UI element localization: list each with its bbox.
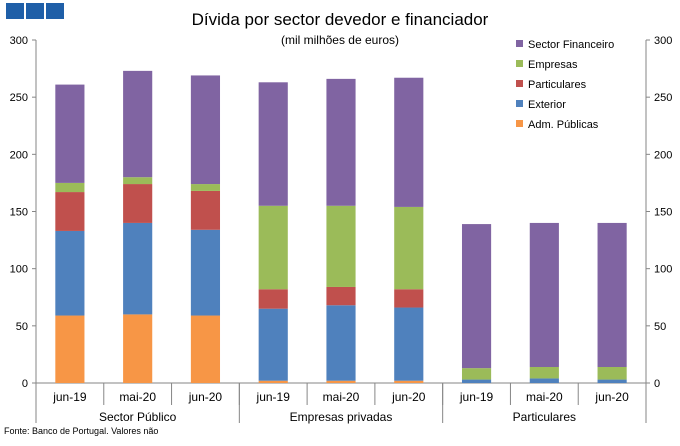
y-tick-label-left: 200: [10, 149, 28, 161]
bar-segment-empresas: [461, 368, 492, 380]
legend-swatch-adm-p-blicas: [516, 120, 523, 127]
bar-segment-empresas: [190, 184, 221, 191]
bar-segment-empresas: [529, 366, 559, 379]
y-tick-label-right: 200: [654, 149, 672, 161]
bar-segment-exterior: [258, 308, 288, 381]
banco-de-portugal-logo: [6, 3, 64, 19]
bar-segment-sector-financeiro: [123, 70, 153, 178]
bar-segment-exterior: [123, 222, 153, 315]
y-tick-label-left: 50: [16, 321, 28, 333]
y-tick-label-right: 100: [654, 264, 672, 276]
legend-label-sector-financeiro: Sector Financeiro: [528, 39, 614, 51]
bar-segment-empresas: [55, 182, 85, 193]
bar-segment-sector-financeiro: [394, 77, 424, 207]
bar-segment-particulares: [258, 289, 288, 309]
bar-segment-empresas: [123, 177, 153, 185]
bar-segment-adm-p-blicas: [55, 315, 85, 383]
bar-segment-sector-financeiro: [529, 222, 559, 367]
y-tick-label-left: 150: [10, 207, 28, 219]
y-tick-label-left: 250: [10, 92, 28, 104]
legend-swatch-sector-financeiro: [516, 40, 523, 47]
y-tick-label-right: 50: [654, 321, 666, 333]
bar-segment-adm-p-blicas: [258, 380, 288, 383]
bar-segment-sector-financeiro: [461, 224, 492, 369]
bar-segment-exterior: [55, 230, 85, 316]
y-tick-label-left: 300: [10, 35, 28, 47]
bar-segment-exterior: [597, 379, 627, 383]
x-tick-label: jun-20: [391, 390, 426, 404]
y-tick-label-right: 150: [654, 207, 672, 219]
logo-square-1: [6, 3, 24, 19]
bar-segment-sector-financeiro: [326, 78, 356, 206]
y-tick-label-left: 100: [10, 264, 28, 276]
bar-segment-sector-financeiro: [258, 82, 288, 206]
bar-segment-particulares: [394, 289, 424, 308]
source-note: Fonte: Banco de Portugal. Valores não: [4, 426, 159, 436]
legend-label-exterior: Exterior: [528, 99, 566, 111]
x-tick-label: jun-19: [459, 390, 494, 404]
bar-segment-sector-financeiro: [597, 222, 627, 367]
bar-segment-empresas: [258, 205, 288, 290]
bar-segment-exterior: [394, 307, 424, 381]
legend-label-particulares: Particulares: [528, 79, 587, 91]
bar-segment-adm-p-blicas: [123, 314, 153, 383]
logo-square-3: [46, 3, 64, 19]
bar-segment-particulares: [123, 184, 153, 223]
x-tick-label: jun-19: [256, 390, 291, 404]
group-label: Sector Público: [99, 410, 177, 424]
x-tick-label: jun-19: [52, 390, 87, 404]
bar-segment-empresas: [326, 205, 356, 287]
x-tick-label: mai-20: [323, 390, 360, 404]
legend-label-adm-p-blicas: Adm. Públicas: [528, 119, 599, 131]
bar-segment-sector-financeiro: [55, 84, 85, 183]
y-tick-label-right: 0: [654, 378, 660, 390]
bar-segment-sector-financeiro: [190, 75, 221, 185]
bar-segment-empresas: [394, 206, 424, 290]
bar-segment-adm-p-blicas: [394, 380, 424, 383]
y-tick-label-right: 300: [654, 35, 672, 47]
bar-segment-exterior: [529, 378, 559, 383]
legend-label-empresas: Empresas: [528, 59, 578, 71]
bar-segment-empresas: [597, 366, 627, 380]
bar-segment-exterior: [326, 305, 356, 381]
bar-segment-exterior: [461, 379, 492, 383]
x-tick-label: jun-20: [594, 390, 629, 404]
y-tick-label-right: 250: [654, 92, 672, 104]
bar-segment-particulares: [326, 286, 356, 306]
chart-title: Dívida por sector devedor e financiador: [191, 10, 489, 29]
bar-segment-particulares: [55, 192, 85, 231]
x-tick-label: mai-20: [119, 390, 156, 404]
bar-segment-exterior: [190, 229, 221, 316]
y-tick-label-left: 0: [22, 378, 28, 390]
group-label: Empresas privadas: [290, 410, 393, 424]
legend-swatch-exterior: [516, 100, 523, 107]
chart-subtitle: (mil milhões de euros): [280, 33, 400, 47]
bar-segment-particulares: [190, 190, 221, 230]
x-tick-label: mai-20: [526, 390, 563, 404]
x-tick-label: jun-20: [188, 390, 223, 404]
legend-swatch-empresas: [516, 60, 523, 67]
legend-swatch-particulares: [516, 80, 523, 87]
group-label: Particulares: [513, 410, 576, 424]
logo-square-2: [26, 3, 44, 19]
bar-segment-adm-p-blicas: [326, 380, 356, 383]
bar-segment-adm-p-blicas: [190, 315, 221, 383]
